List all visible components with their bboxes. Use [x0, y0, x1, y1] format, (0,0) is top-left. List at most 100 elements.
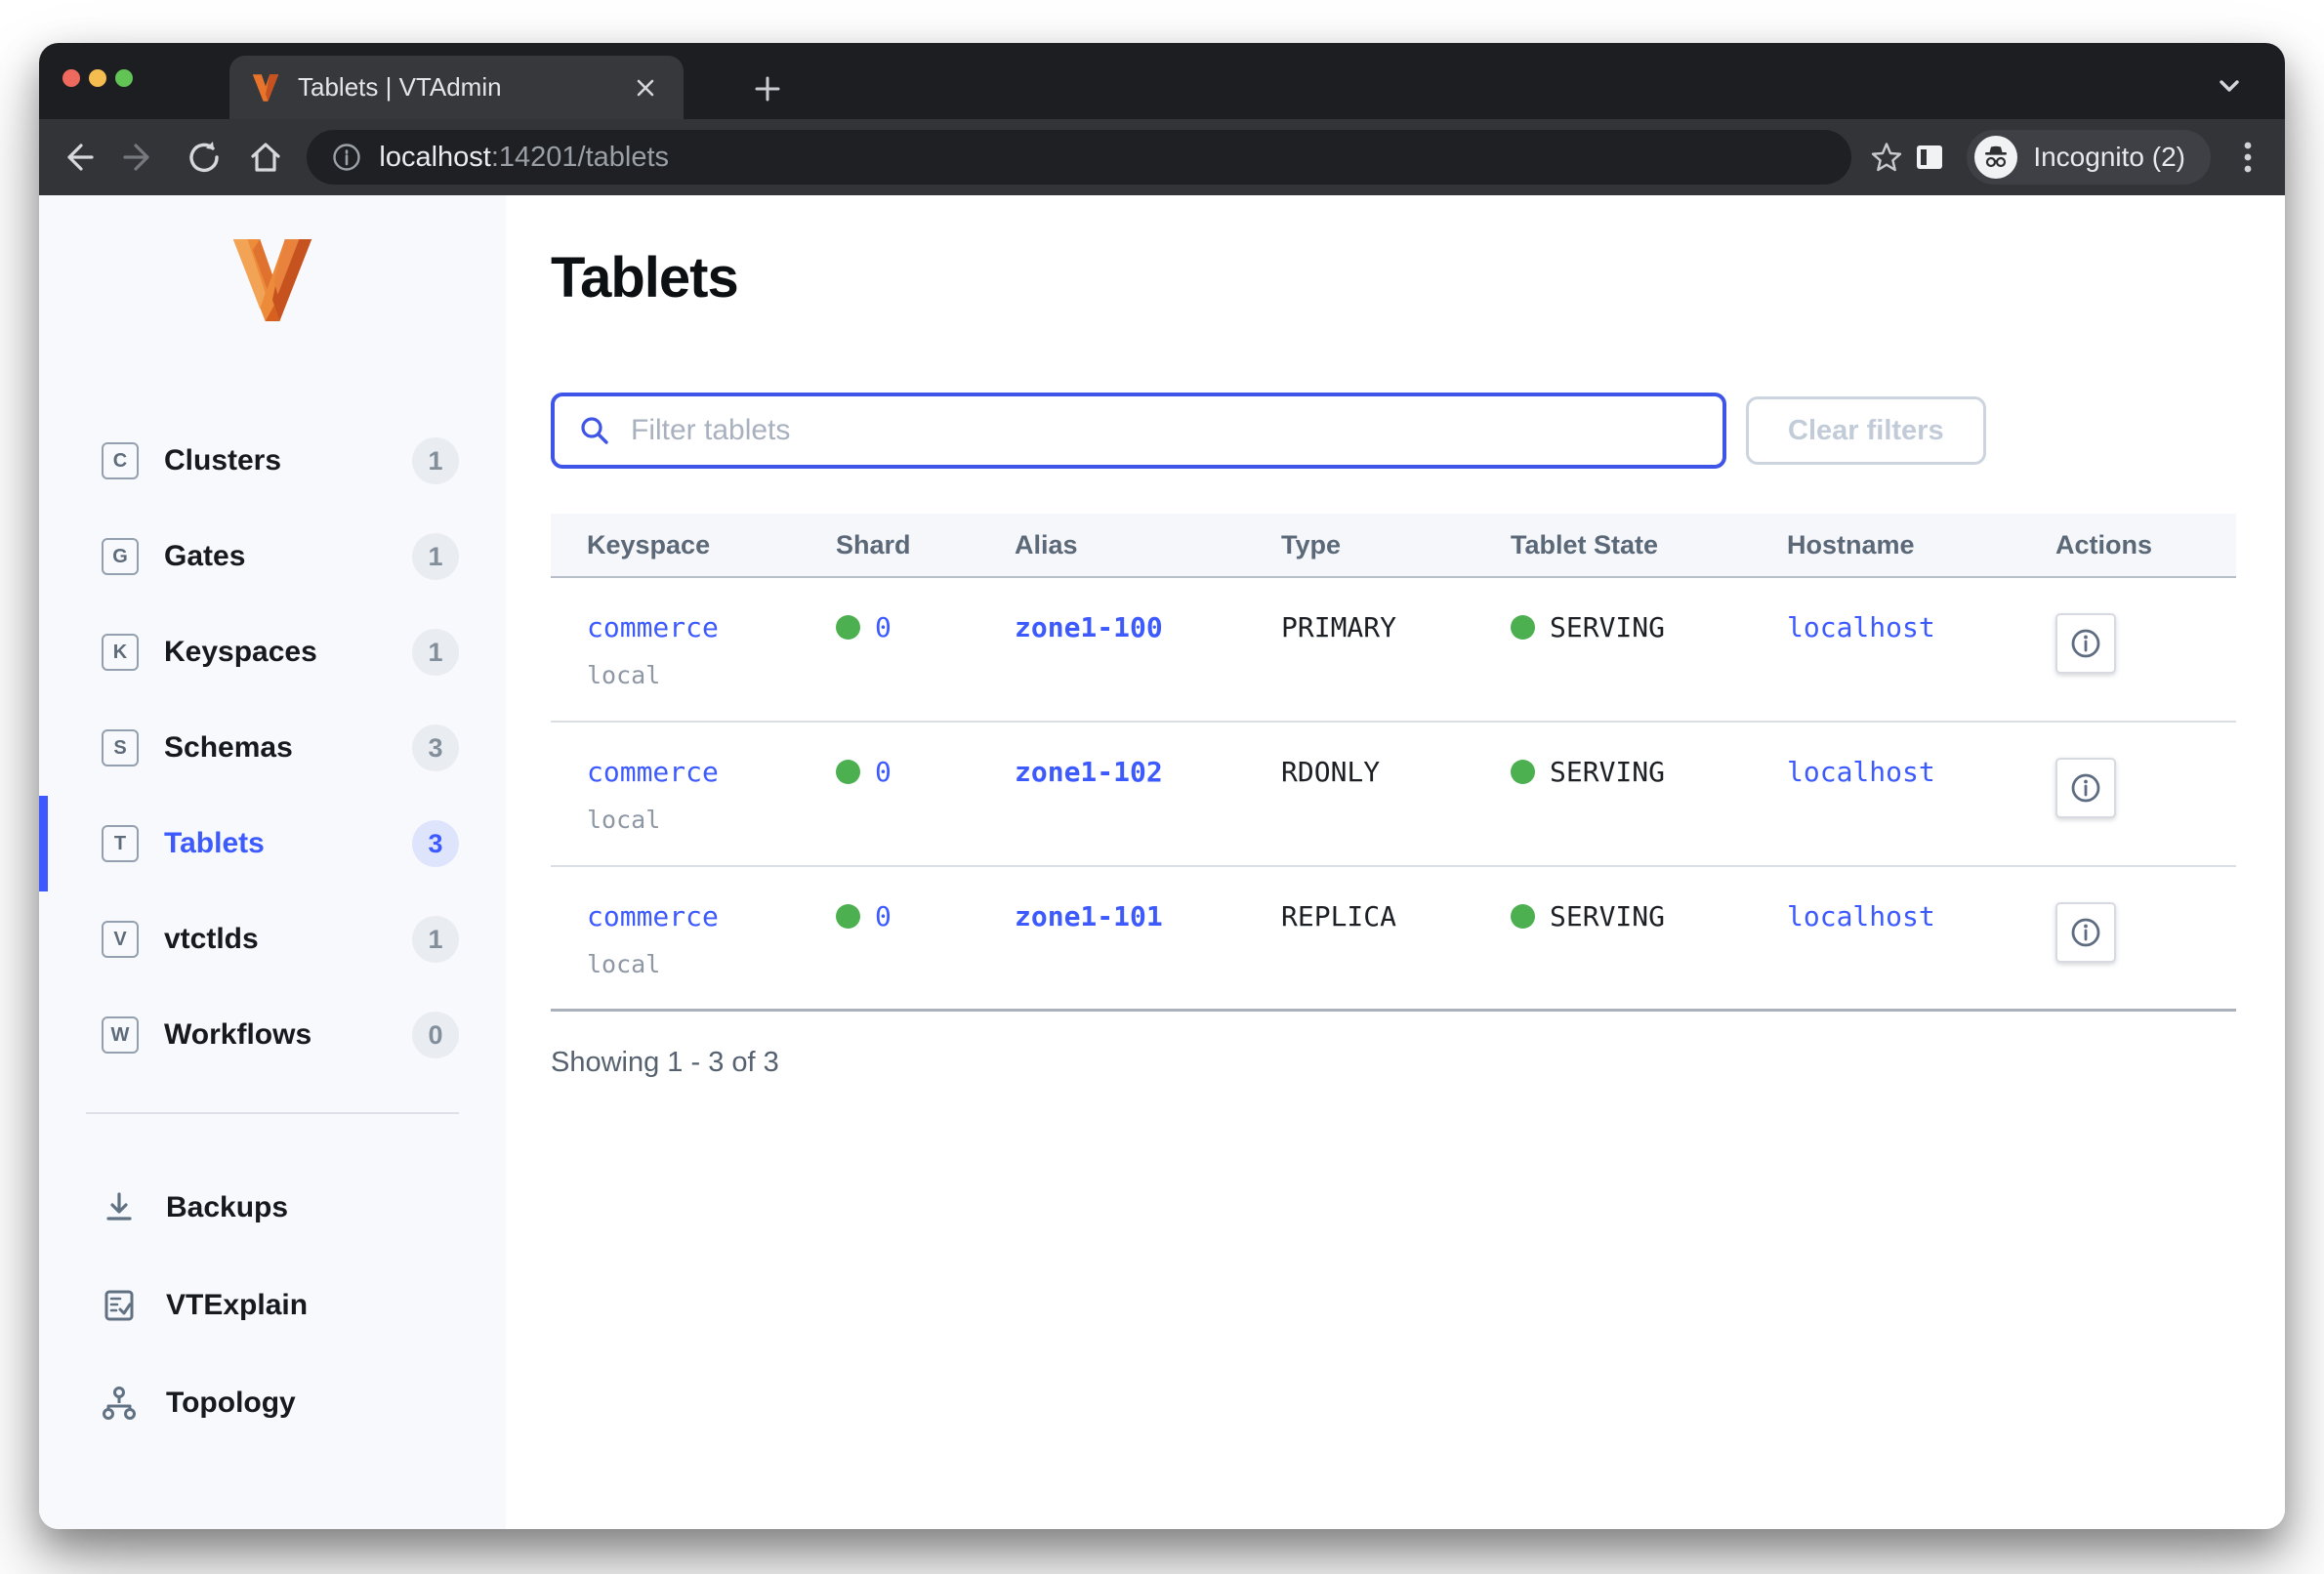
column-header-actions: Actions	[2055, 529, 2153, 559]
browser-toolbar: localhost:14201/tablets	[39, 119, 2285, 195]
state-cell: SERVING	[1511, 578, 1787, 721]
url-host: localhost	[379, 141, 491, 173]
forward-button[interactable]	[119, 135, 163, 180]
sidebar-item-topology[interactable]: Topology	[39, 1354, 506, 1452]
tablet-info-button[interactable]	[2055, 758, 2116, 818]
actions-cell	[2055, 867, 2236, 1009]
search-icon	[578, 414, 611, 447]
back-button[interactable]	[55, 135, 99, 180]
sidebar-item-clusters[interactable]: C Clusters 1	[39, 413, 506, 509]
filter-tablets-input[interactable]	[631, 414, 1699, 447]
topology-tree-icon	[98, 1382, 141, 1425]
hostname-link[interactable]: localhost	[1787, 756, 1935, 788]
cluster-label: local	[587, 661, 661, 689]
url-path: :14201/tablets	[490, 141, 670, 173]
sidebar-item-label: VTExplain	[166, 1289, 309, 1321]
sidebar-item-label: Backups	[166, 1191, 289, 1223]
tab-close-icon[interactable]	[629, 71, 662, 104]
home-button[interactable]	[244, 135, 288, 180]
hostname-link[interactable]: localhost	[1787, 900, 1935, 932]
sidebar-item-workflows[interactable]: W Workflows 0	[39, 987, 506, 1083]
vitess-logo	[232, 239, 312, 321]
new-tab-button[interactable]	[749, 70, 786, 107]
sidebar-item-vtexplain[interactable]: VTExplain	[39, 1257, 506, 1354]
sidebar-item-keyspaces[interactable]: K Keyspaces 1	[39, 604, 506, 700]
shard-cell: 0	[836, 578, 1015, 721]
shard-link[interactable]: 0	[875, 900, 892, 932]
sidebar-item-label: Clusters	[164, 444, 282, 476]
incognito-label: Incognito (2)	[2033, 142, 2185, 172]
sidebar-item-backups[interactable]: Backups	[39, 1159, 506, 1257]
actions-cell	[2055, 578, 2236, 721]
sidebar-item-label: Tablets	[164, 827, 265, 859]
browser-tab[interactable]: Tablets | VTAdmin	[229, 56, 684, 119]
alias-link[interactable]: zone1-101	[1015, 900, 1163, 932]
sidebar-item-gates[interactable]: G Gates 1	[39, 509, 506, 604]
keyspace-cell: commerce local	[587, 578, 836, 721]
alias-link[interactable]: zone1-102	[1015, 756, 1163, 788]
shard-cell: 0	[836, 723, 1015, 865]
workflows-icon: W	[102, 1016, 139, 1054]
sidebar-item-label: Topology	[166, 1387, 296, 1419]
actions-cell	[2055, 723, 2236, 865]
clusters-icon: C	[102, 442, 139, 479]
shard-link[interactable]: 0	[875, 611, 892, 643]
alias-cell: zone1-102	[1015, 723, 1281, 865]
reload-button[interactable]	[183, 135, 227, 180]
state-label: SERVING	[1550, 900, 1666, 932]
alias-link[interactable]: zone1-100	[1015, 611, 1163, 643]
tab-title: Tablets | VTAdmin	[298, 72, 502, 102]
close-window-button[interactable]	[62, 69, 80, 87]
column-header-tablet-state: Tablet State	[1511, 529, 1659, 559]
serving-status-dot	[1511, 615, 1535, 640]
active-indicator	[39, 796, 48, 891]
sidebar-item-label: Workflows	[164, 1018, 312, 1051]
shard-cell: 0	[836, 867, 1015, 1009]
tablet-info-button[interactable]	[2055, 613, 2116, 674]
browser-menu-icon[interactable]	[2228, 136, 2267, 179]
site-info-icon[interactable]	[332, 143, 361, 172]
serving-status-dot	[1511, 760, 1535, 784]
keyspace-cell: commerce local	[587, 723, 836, 865]
type-cell: REPLICA	[1281, 900, 1397, 932]
count-badge: 1	[412, 533, 459, 580]
tab-search-chevron-icon[interactable]	[2213, 68, 2246, 102]
state-label: SERVING	[1550, 756, 1666, 788]
shard-link[interactable]: 0	[875, 756, 892, 788]
sidebar-item-tablets[interactable]: T Tablets 3	[39, 796, 506, 891]
serving-status-dot	[1511, 904, 1535, 929]
hostname-link[interactable]: localhost	[1787, 611, 1935, 643]
vtctlds-icon: V	[102, 921, 139, 958]
hostname-cell: localhost	[1787, 578, 2055, 721]
address-bar[interactable]: localhost:14201/tablets	[307, 130, 1852, 185]
zoom-window-button[interactable]	[115, 69, 133, 87]
count-badge: 0	[412, 1012, 459, 1058]
shard-status-dot	[836, 615, 860, 640]
tab-strip: Tablets | VTAdmin	[39, 43, 2285, 119]
column-header-type: Type	[1281, 529, 1342, 559]
state-cell: SERVING	[1511, 867, 1787, 1009]
side-panel-icon[interactable]	[1908, 136, 1951, 179]
sidebar-item-label: Keyspaces	[164, 636, 317, 668]
keyspace-link[interactable]: commerce	[587, 756, 719, 788]
count-badge: 3	[412, 725, 459, 771]
minimize-window-button[interactable]	[89, 69, 106, 87]
shard-status-dot	[836, 760, 860, 784]
table-row: commerce local 0 zone1-101 REPLICA SERVI…	[551, 867, 2236, 1012]
download-icon	[98, 1186, 141, 1229]
sidebar-item-vtctlds[interactable]: V vtctlds 1	[39, 891, 506, 987]
tablet-info-button[interactable]	[2055, 902, 2116, 963]
count-badge: 1	[412, 629, 459, 676]
bookmark-star-icon[interactable]	[1865, 136, 1908, 179]
keyspace-link[interactable]: commerce	[587, 900, 719, 932]
hostname-cell: localhost	[1787, 867, 2055, 1009]
clear-filters-button[interactable]: Clear filters	[1746, 396, 1986, 465]
table-row: commerce local 0 zone1-100 PRIMARY SERVI…	[551, 578, 2236, 723]
alias-cell: zone1-100	[1015, 578, 1281, 721]
incognito-badge[interactable]: Incognito (2)	[1967, 130, 2211, 185]
keyspaces-icon: K	[102, 634, 139, 671]
keyspace-link[interactable]: commerce	[587, 611, 719, 643]
count-badge: 1	[412, 437, 459, 484]
sidebar-item-schemas[interactable]: S Schemas 3	[39, 700, 506, 796]
state-cell: SERVING	[1511, 723, 1787, 865]
